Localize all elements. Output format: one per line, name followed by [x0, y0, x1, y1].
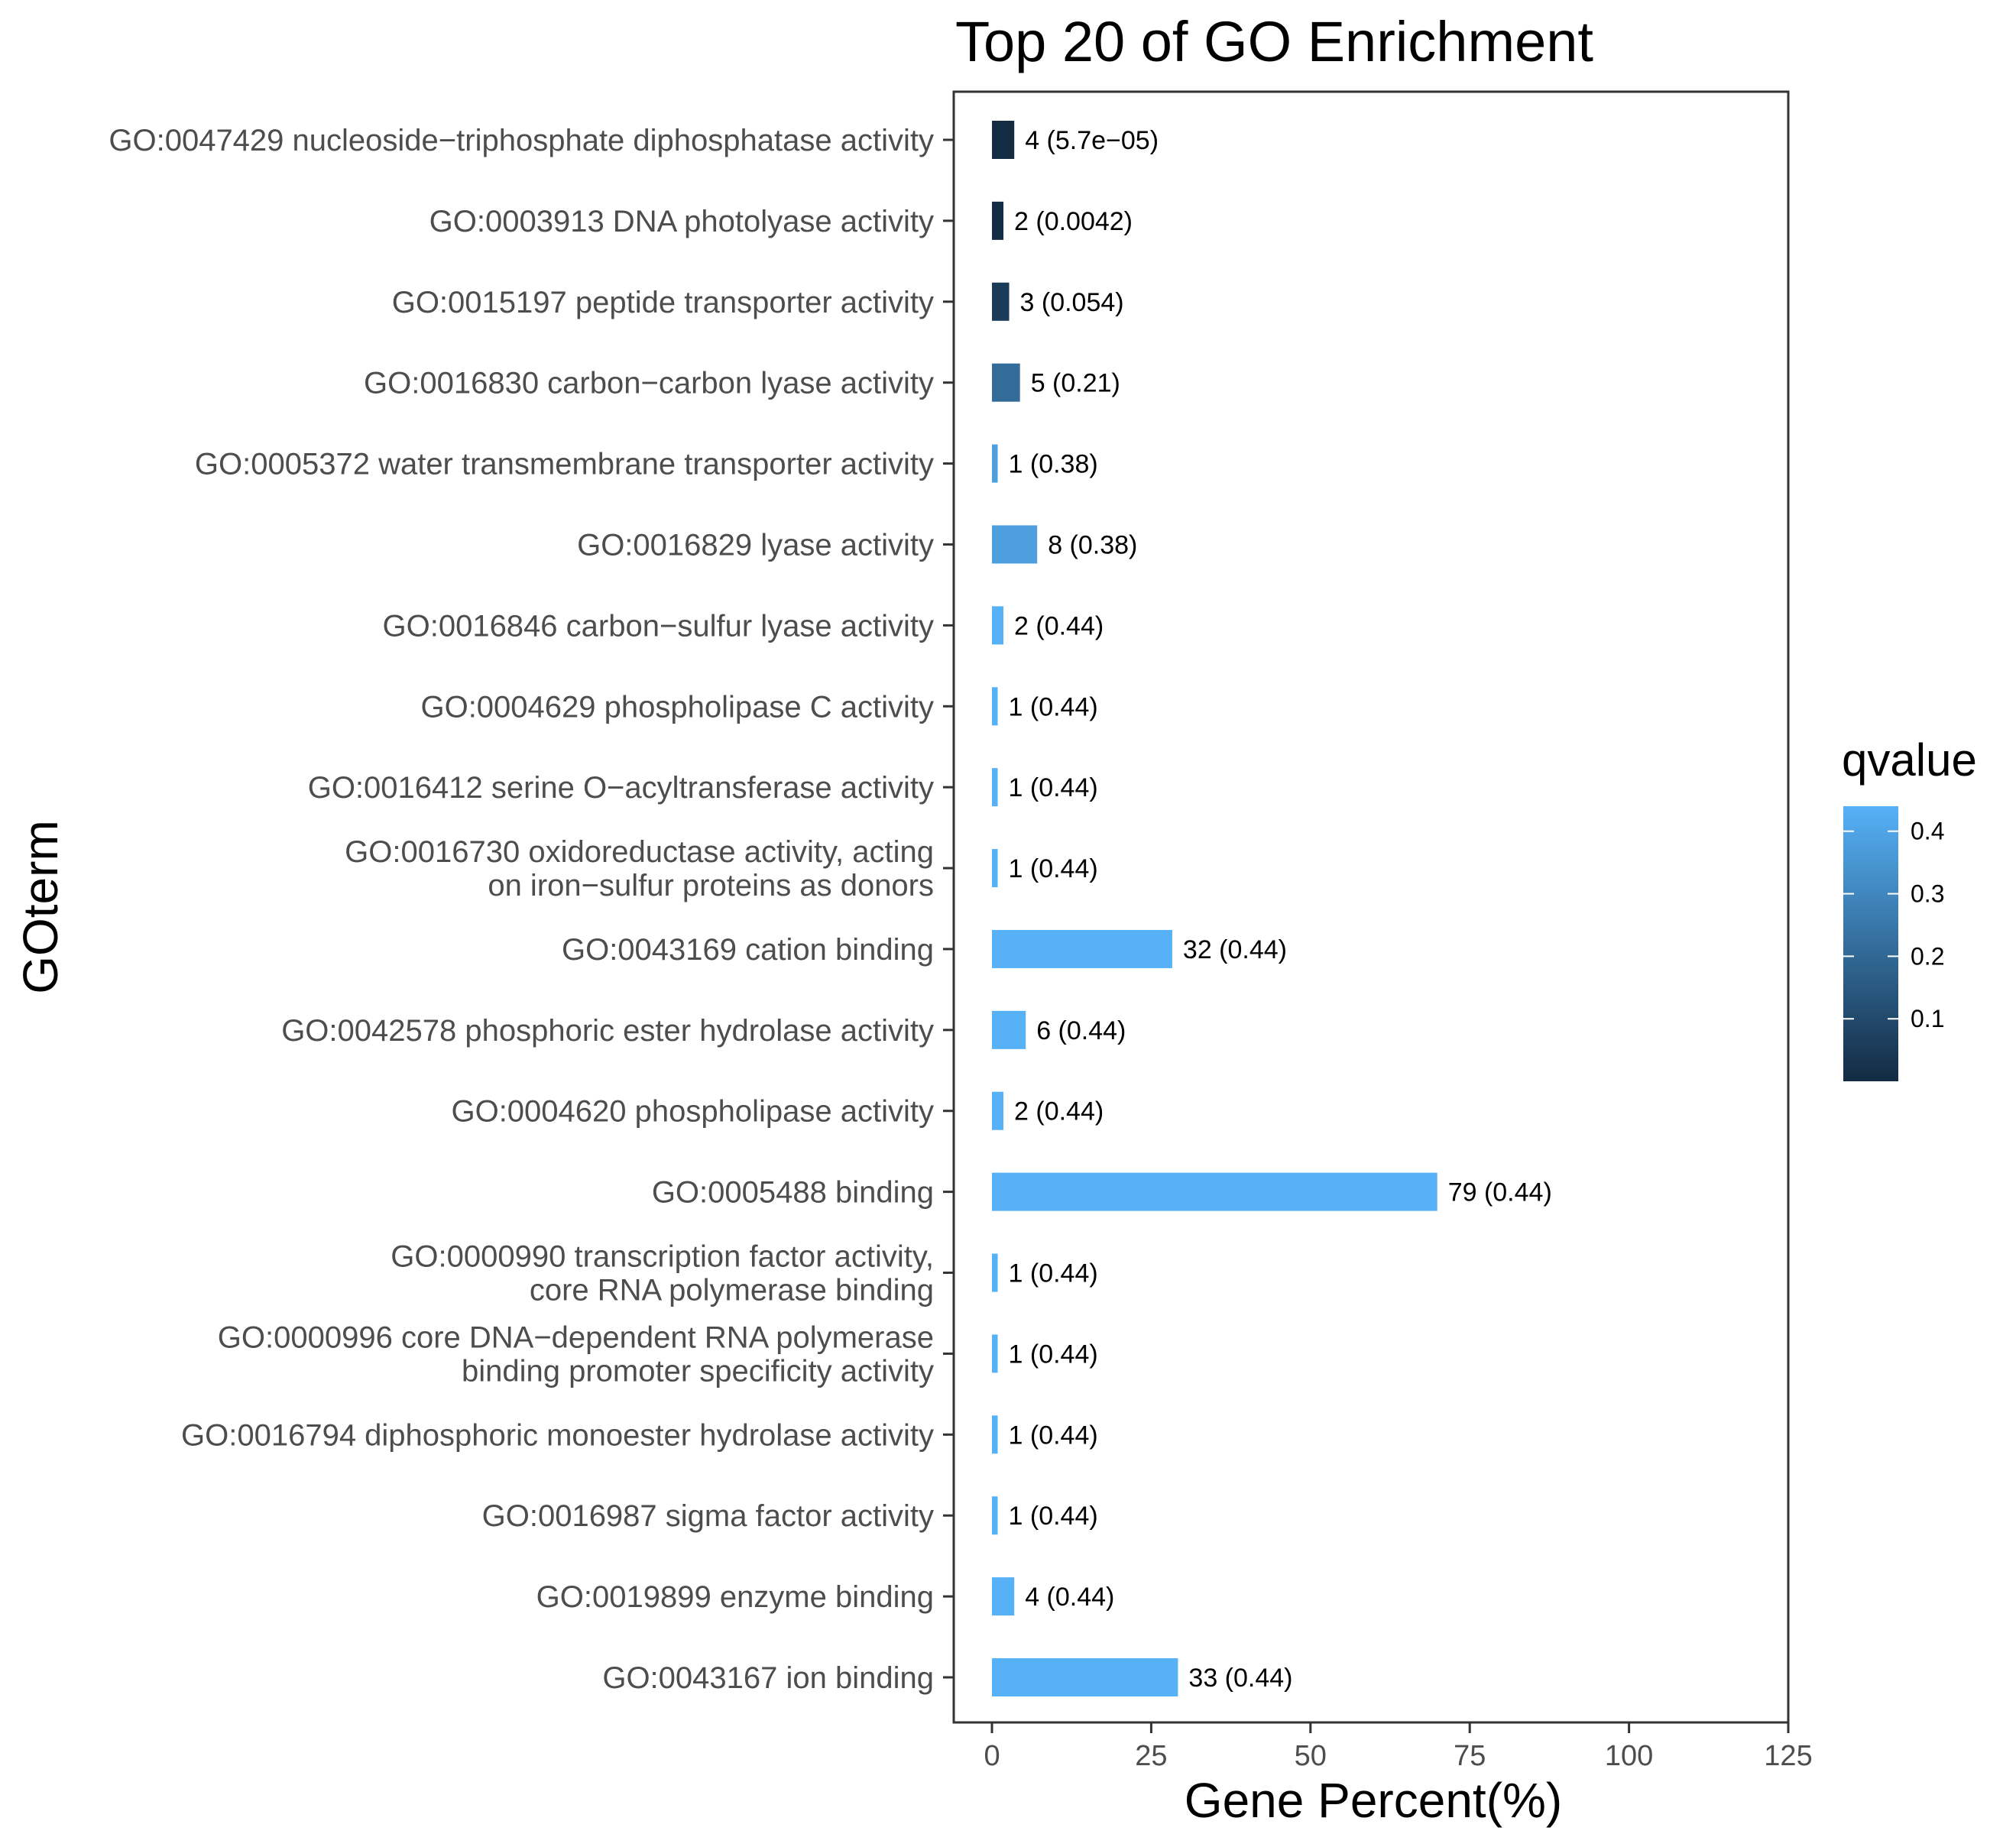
y-tick-label: GO:0019899 enzyme binding — [536, 1580, 934, 1614]
bar-data-label: 3 (0.054) — [1020, 288, 1124, 317]
y-tick-label: GO:0005488 binding — [652, 1176, 934, 1210]
y-tick-label: GO:0004620 phospholipase activity — [451, 1095, 934, 1129]
y-tick-label: GO:0042578 phosphoric ester hydrolase ac… — [281, 1014, 934, 1048]
x-tick-label: 0 — [984, 1740, 1000, 1772]
bar — [992, 1496, 998, 1535]
y-axis: GO:0047429 nucleoside−triphosphate dipho… — [109, 124, 954, 1695]
y-tick-label: on iron−sulfur proteins as donors — [488, 869, 934, 902]
x-axis-title: Gene Percent(%) — [1185, 1773, 1562, 1828]
bar — [992, 929, 1172, 968]
legend-colorbar — [1843, 806, 1898, 1081]
y-tick-label: GO:0005372 water transmembrane transport… — [195, 448, 934, 481]
bar-data-label: 1 (0.44) — [1009, 1259, 1098, 1288]
x-tick-label: 75 — [1454, 1740, 1486, 1772]
y-tick-label: GO:0016830 carbon−carbon lyase activity — [364, 367, 934, 400]
qvalue-legend: qvalue 0.1 0.2 0.3 0.4 — [1842, 734, 1977, 1081]
bar — [992, 525, 1038, 564]
bar-data-label: 4 (0.44) — [1025, 1583, 1114, 1612]
chart-title: Top 20 of GO Enrichment — [955, 10, 1593, 73]
bar — [992, 1658, 1178, 1696]
x-axis: 0 25 50 75 100 125 — [984, 1722, 1813, 1772]
bar-data-label: 2 (0.0042) — [1014, 207, 1133, 236]
bar-data-label: 1 (0.38) — [1009, 450, 1098, 479]
y-tick-label: GO:0016730 oxidoreductase activity, acti… — [345, 835, 934, 869]
legend-title: qvalue — [1842, 734, 1977, 786]
y-tick-label: GO:0003913 DNA photolyase activity — [429, 205, 934, 238]
bar-data-label: 6 (0.44) — [1036, 1016, 1126, 1045]
bar — [992, 687, 998, 726]
y-tick-label: GO:0016846 carbon−sulfur lyase activity — [382, 609, 934, 643]
bar-data-label: 1 (0.44) — [1009, 1502, 1098, 1531]
bar-data-label: 1 (0.44) — [1009, 854, 1098, 883]
bar-data-label: 1 (0.44) — [1009, 773, 1098, 802]
bar — [992, 768, 998, 807]
bar-data-label: 8 (0.38) — [1048, 530, 1137, 559]
bar-data-label: 2 (0.44) — [1014, 1097, 1104, 1126]
bar — [992, 1415, 998, 1454]
legend-tick-label: 0.2 — [1911, 942, 1944, 970]
y-tick-label: GO:0047429 nucleoside−triphosphate dipho… — [109, 124, 934, 157]
bar — [992, 363, 1020, 402]
bar — [992, 849, 998, 888]
y-tick-label: GO:0004629 phospholipase C activity — [420, 690, 934, 724]
bar-data-label: 32 (0.44) — [1183, 935, 1287, 964]
bar — [992, 606, 1004, 645]
y-tick-label: GO:0015197 peptide transporter activity — [392, 286, 934, 319]
bar — [992, 1334, 998, 1373]
y-tick-label: GO:0000990 transcription factor activity… — [391, 1240, 934, 1274]
plot-panel — [952, 90, 1790, 1724]
y-axis-title: GOterm — [13, 820, 68, 994]
y-tick-label: GO:0043169 cation binding — [562, 933, 934, 967]
x-tick-label: 50 — [1295, 1740, 1327, 1772]
bar — [992, 1577, 1015, 1616]
y-tick-label: GO:0016412 serine O−acyltransferase acti… — [308, 771, 934, 805]
legend-tick-label: 0.1 — [1911, 1005, 1944, 1032]
y-tick-label: GO:0016794 diphosphoric monoester hydrol… — [181, 1418, 934, 1452]
bar-data-label: 1 (0.44) — [1009, 1340, 1098, 1369]
bar — [992, 1172, 1437, 1211]
legend-tick-label: 0.3 — [1911, 880, 1944, 908]
bar — [992, 121, 1015, 159]
bar-data-label: 1 (0.44) — [1009, 692, 1098, 721]
y-tick-label: core RNA polymerase binding — [530, 1274, 934, 1307]
x-tick-label: 125 — [1764, 1740, 1812, 1772]
bar-data-label: 5 (0.21) — [1031, 369, 1120, 398]
bar — [992, 1253, 998, 1292]
x-tick-label: 100 — [1605, 1740, 1653, 1772]
y-tick-label: GO:0016987 sigma factor activity — [482, 1499, 934, 1533]
bars-layer: 4 (5.7e−05) 2 (0.0042) 3 (0.054) 5 (0.21) 1 … — [992, 121, 1552, 1696]
bar — [992, 1010, 1026, 1049]
bar-data-label: 2 (0.44) — [1014, 611, 1104, 640]
bar-data-label: 79 (0.44) — [1448, 1178, 1552, 1207]
y-tick-label: GO:0016829 lyase activity — [577, 528, 934, 562]
bar — [992, 282, 1010, 321]
bar-data-label: 4 (5.7e−05) — [1025, 126, 1159, 155]
y-tick-label: GO:0043167 ion binding — [602, 1661, 934, 1695]
y-tick-label: binding promoter specificity activity — [462, 1354, 934, 1388]
bar — [992, 444, 998, 483]
bar-data-label: 33 (0.44) — [1188, 1664, 1292, 1693]
x-tick-label: 25 — [1135, 1740, 1167, 1772]
bar — [992, 201, 1004, 240]
y-tick-label: GO:0000996 core DNA−dependent RNA polyme… — [218, 1320, 934, 1354]
bar — [992, 1091, 1004, 1130]
legend-tick-label: 0.4 — [1911, 818, 1944, 845]
bar-data-label: 1 (0.44) — [1009, 1421, 1098, 1450]
